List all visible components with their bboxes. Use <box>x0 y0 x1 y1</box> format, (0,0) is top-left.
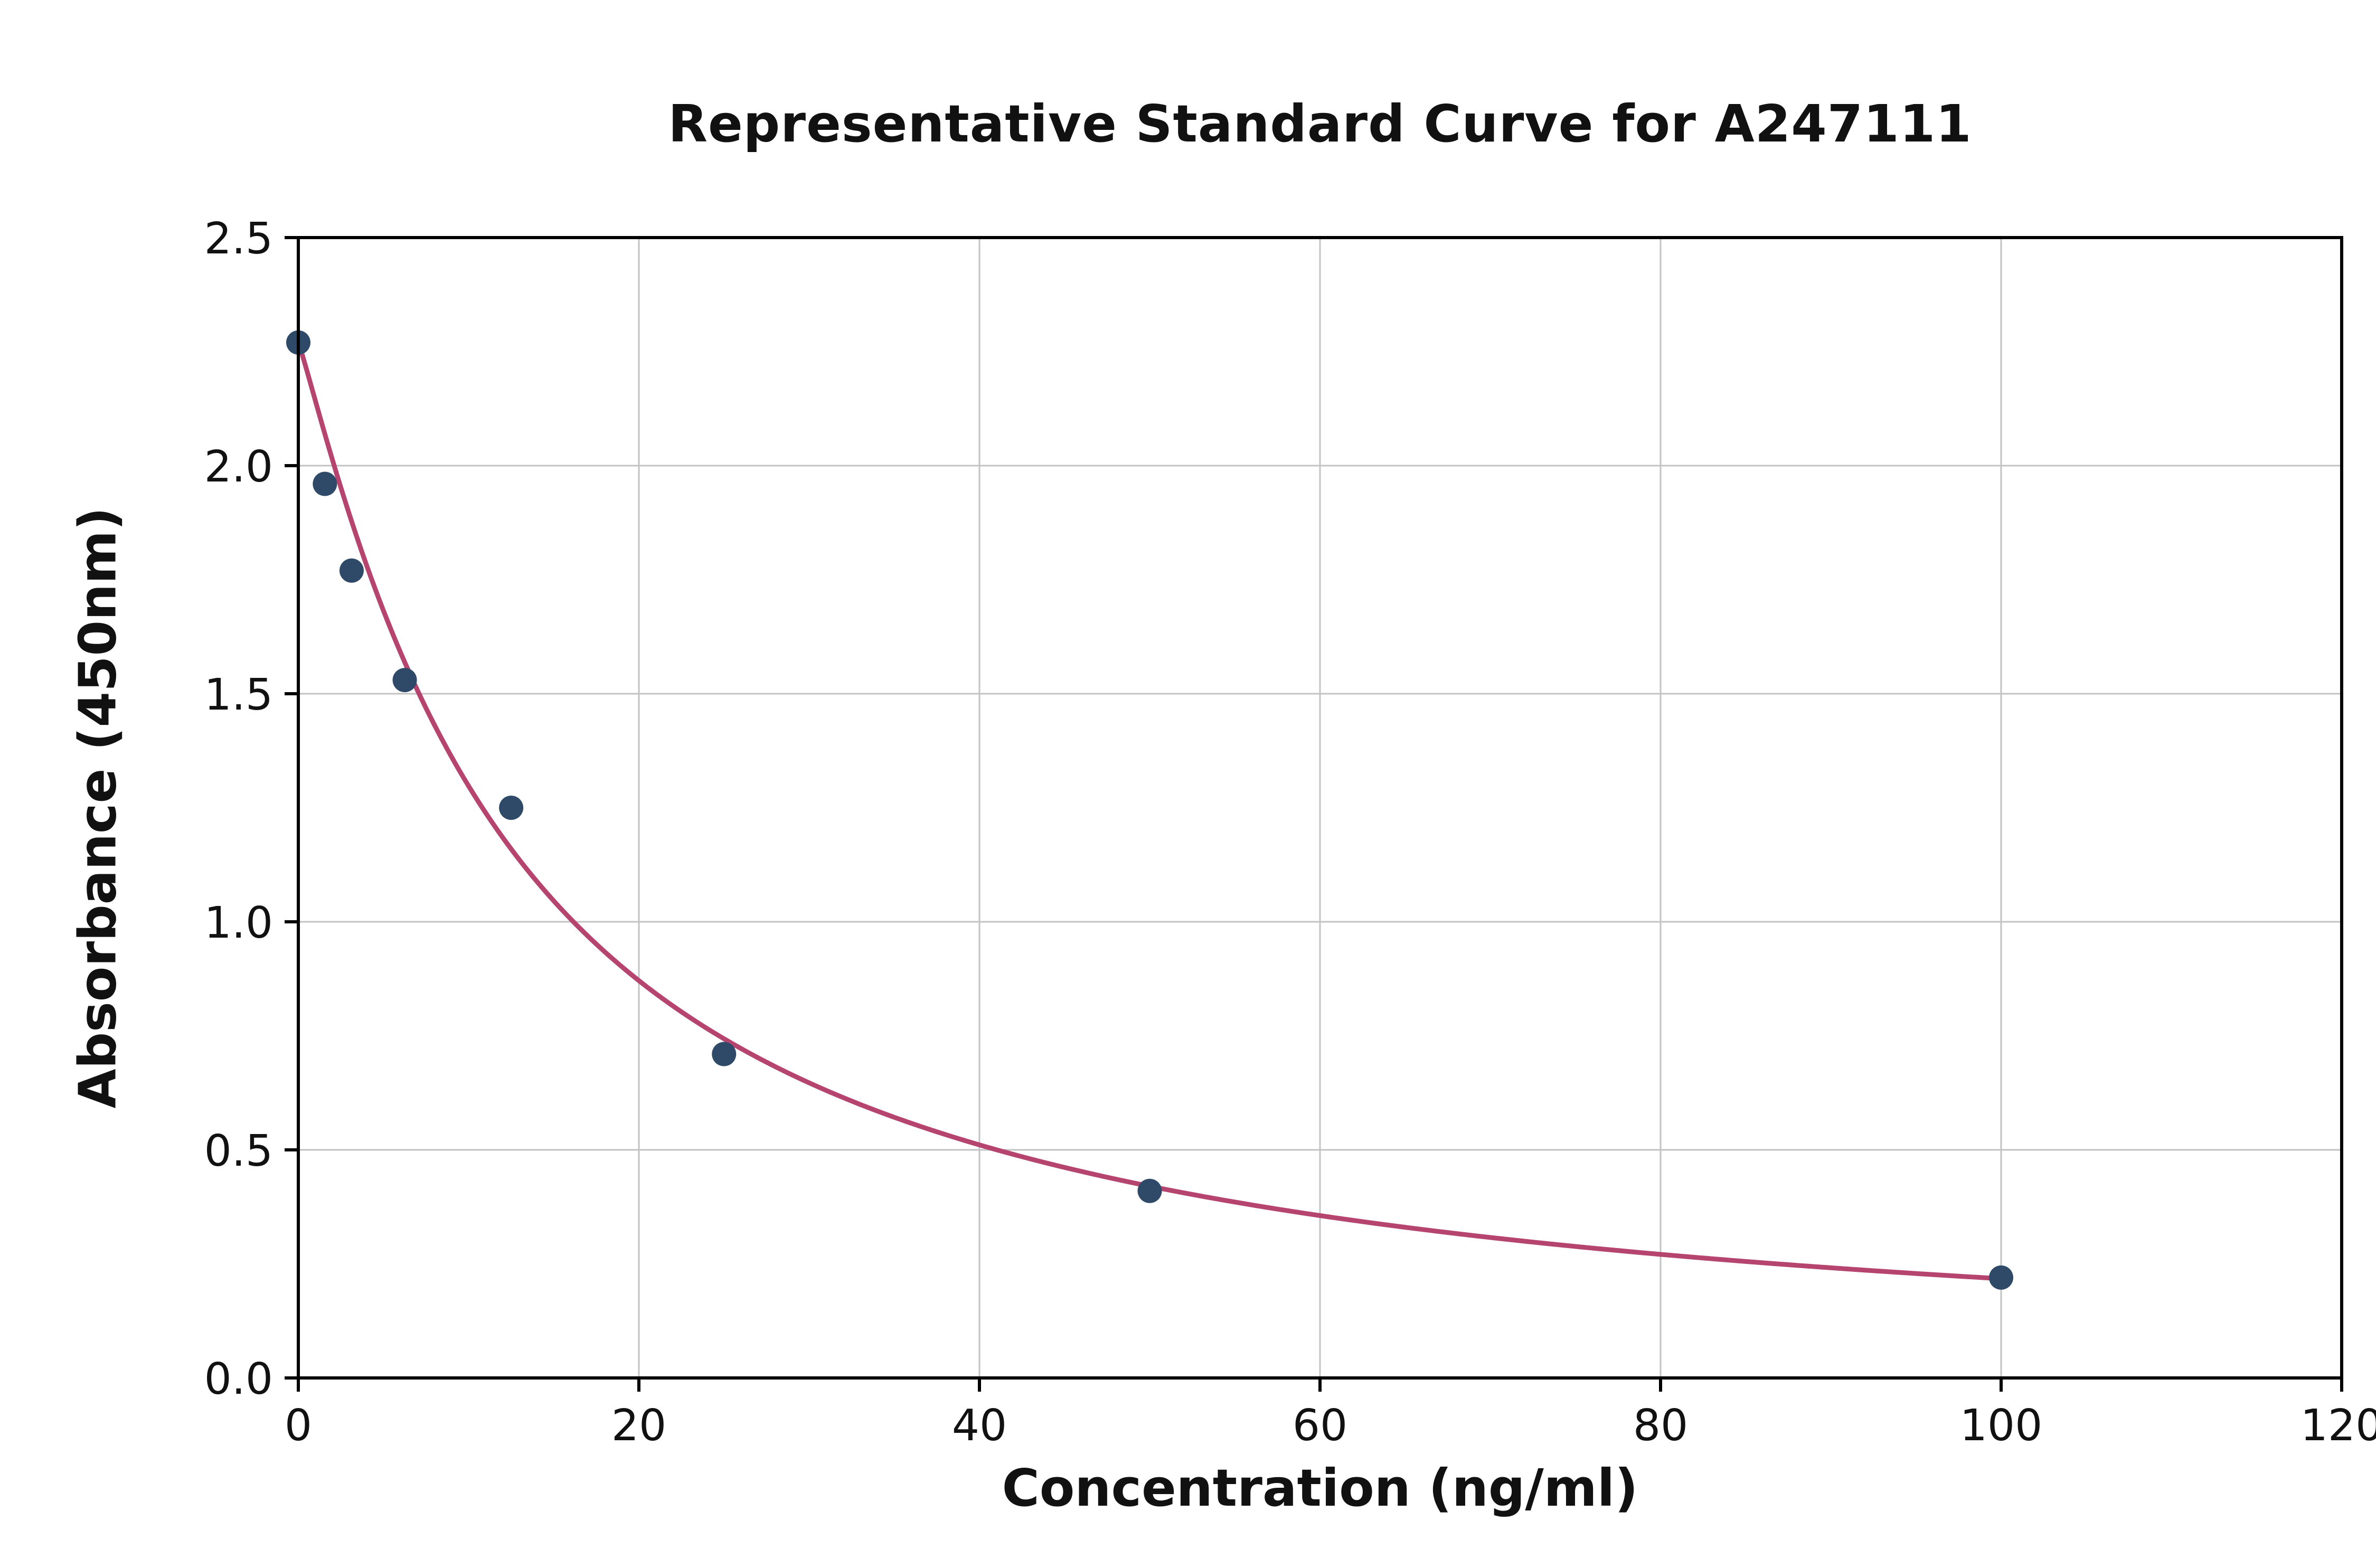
grid-lines <box>297 237 2343 1379</box>
tick-labels: 0 20 40 60 80 100 120 0.0 0.5 1.0 1.5 2.0 2.5 <box>204 214 2376 1451</box>
chart-title: Representative Standard Curve for A24711… <box>668 94 1972 154</box>
x-tick-label: 120 <box>2300 1401 2376 1451</box>
data-point <box>339 558 364 583</box>
x-tick-label: 60 <box>1293 1401 1347 1451</box>
data-point <box>1989 1265 2013 1290</box>
x-tick-label: 80 <box>1633 1401 1688 1451</box>
data-point <box>712 1042 737 1066</box>
x-tick-label: 20 <box>611 1401 666 1451</box>
data-point <box>499 796 524 820</box>
data-point <box>1137 1178 1162 1203</box>
y-tick-label: 2.0 <box>204 442 273 492</box>
data-point <box>392 668 417 693</box>
axis-ticks <box>285 236 2343 1392</box>
y-tick-label: 1.5 <box>204 670 273 720</box>
x-tick-label: 40 <box>952 1401 1007 1451</box>
data-points <box>286 330 2013 1290</box>
x-tick-label: 0 <box>285 1401 312 1451</box>
y-axis-label: Absorbance (450nm) <box>68 507 128 1109</box>
x-tick-label: 100 <box>1960 1401 2043 1451</box>
x-axis-label: Concentration (ng/ml) <box>1002 1458 1638 1518</box>
data-point <box>313 471 337 496</box>
y-tick-label: 0.0 <box>204 1354 273 1404</box>
fit-curve <box>296 340 2004 1281</box>
y-tick-label: 2.5 <box>204 214 273 264</box>
y-tick-label: 0.5 <box>204 1126 273 1176</box>
y-tick-label: 1.0 <box>204 898 273 948</box>
